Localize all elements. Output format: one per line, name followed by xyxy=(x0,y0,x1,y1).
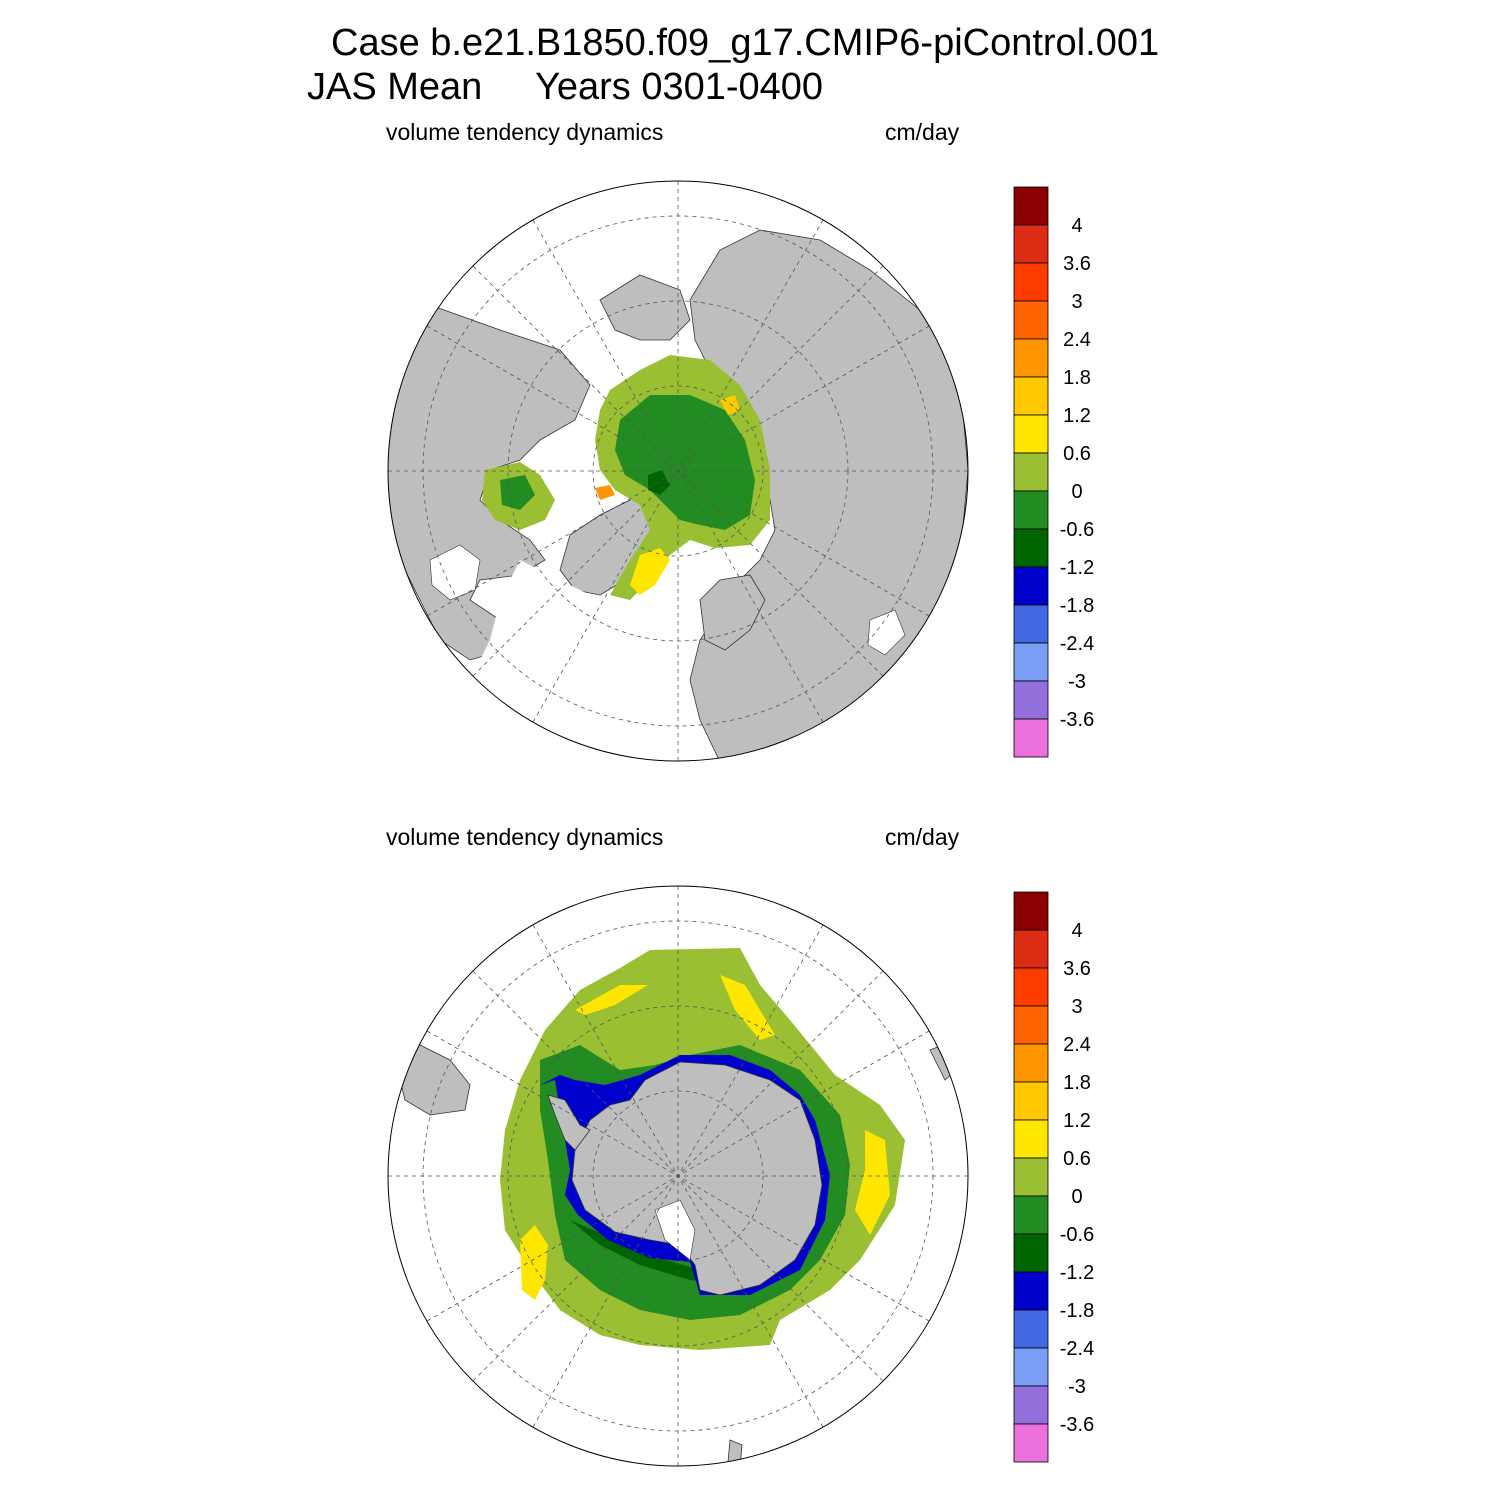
north-colorbar-box xyxy=(1013,414,1049,454)
southern-positive-north xyxy=(575,985,648,1015)
north-colorbar-label: 0 xyxy=(1071,481,1082,503)
south-colorbar-label: 3 xyxy=(1071,996,1082,1018)
north-colorbar-box xyxy=(1013,300,1049,340)
ross-ice-shelf xyxy=(654,1199,696,1261)
north-polar-map xyxy=(387,180,969,762)
arctic-ice-darkest xyxy=(648,470,670,495)
north-colorbar-box xyxy=(1013,566,1049,606)
north-colorbar-label: -0.6 xyxy=(1060,519,1094,541)
north-colorbar: 4 3.6 3 2.4 1.8 1.2 0.6 0 -0.6 -1.2 -1.8 -2.4 -3 -3.6 xyxy=(1013,186,1094,758)
north-colorbar-label: -3.6 xyxy=(1060,709,1094,731)
south-colorbar-label: 3.6 xyxy=(1063,958,1091,980)
scandinavia-land xyxy=(699,574,766,651)
north-colorbar-box xyxy=(1013,224,1049,264)
north-colorbar-label: 1.2 xyxy=(1063,405,1091,427)
north-colorbar-box xyxy=(1013,262,1049,302)
south-colorbar-box xyxy=(1013,1271,1049,1311)
north-colorbar-label: -1.8 xyxy=(1060,595,1094,617)
south-colorbar-box xyxy=(1013,1043,1049,1083)
north-colorbar-box xyxy=(1013,604,1049,644)
south-colorbar-label: 1.8 xyxy=(1063,1072,1091,1094)
north-colorbar-box xyxy=(1013,490,1049,530)
north-colorbar-box xyxy=(1013,642,1049,682)
north-colorbar-box xyxy=(1013,452,1049,492)
north-colorbar-label: 0.6 xyxy=(1063,443,1091,465)
south-colorbar-box xyxy=(1013,1423,1049,1463)
south-america-land xyxy=(394,1044,471,1116)
nares-positive xyxy=(595,485,615,500)
south-colorbar-box xyxy=(1013,1309,1049,1349)
south-colorbar-label: 2.4 xyxy=(1063,1034,1091,1056)
south-colorbar: 4 3.6 3 2.4 1.8 1.2 0.6 0 -0.6 -1.2 -1.8 -2.4 -3 -3.6 xyxy=(1013,891,1094,1463)
north-graticule xyxy=(388,181,968,761)
north-colorbar-label: 1.8 xyxy=(1063,367,1091,389)
season-label: JAS Mean xyxy=(307,66,483,108)
south-colorbar-box xyxy=(1013,1233,1049,1273)
south-colorbar-box xyxy=(1013,1005,1049,1045)
years-label: Years 0301-0400 xyxy=(535,66,824,108)
north-colorbar-box xyxy=(1013,718,1049,758)
north-colorbar-box xyxy=(1013,338,1049,378)
north-colorbar-box xyxy=(1013,680,1049,720)
southern-positive-west xyxy=(520,1225,548,1300)
south-colorbar-label: -1.8 xyxy=(1060,1300,1094,1322)
north-colorbar-box xyxy=(1013,186,1049,226)
hudson-bay xyxy=(429,544,481,601)
new-zealand-land xyxy=(727,1439,743,1466)
south-colorbar-box xyxy=(1013,1157,1049,1197)
north-colorbar-box xyxy=(1013,376,1049,416)
south-colorbar-label: 0 xyxy=(1071,1186,1082,1208)
north-colorbar-label: -3 xyxy=(1068,671,1086,693)
south-colorbar-label: -3 xyxy=(1068,1376,1086,1398)
north-atlantic-open xyxy=(470,560,690,761)
north-colorbar-label: 3.6 xyxy=(1063,253,1091,275)
south-colorbar-label: 4 xyxy=(1071,920,1082,942)
alaska-land xyxy=(599,274,691,341)
fram-strait-positive xyxy=(630,548,670,595)
arctic-ice-core xyxy=(615,395,755,530)
south-colorbar-box xyxy=(1013,929,1049,969)
south-units-label: cm/day xyxy=(885,824,960,850)
south-variable-label: volume tendency dynamics xyxy=(386,824,664,850)
north-colorbar-label: 3 xyxy=(1071,291,1082,313)
south-polar-map xyxy=(387,885,969,1467)
south-colorbar-label: -2.4 xyxy=(1060,1338,1094,1360)
south-map-frame xyxy=(387,885,969,1467)
north-map-frame xyxy=(387,180,969,762)
south-colorbar-label: -1.2 xyxy=(1060,1262,1094,1284)
southern-positive-east xyxy=(855,1130,890,1235)
antarctic-peninsula xyxy=(547,1094,591,1151)
south-colorbar-label: 1.2 xyxy=(1063,1110,1091,1132)
south-graticule xyxy=(388,886,968,1466)
north-variable-label: volume tendency dynamics xyxy=(386,119,664,145)
south-colorbar-label: -0.6 xyxy=(1060,1224,1094,1246)
south-colorbar-box xyxy=(1013,891,1049,931)
north-units-label: cm/day xyxy=(885,119,960,145)
south-colorbar-box xyxy=(1013,1119,1049,1159)
north-colorbar-label: -2.4 xyxy=(1060,633,1094,655)
south-colorbar-box xyxy=(1013,1347,1049,1387)
south-colorbar-box xyxy=(1013,1385,1049,1425)
north-colorbar-label: -1.2 xyxy=(1060,557,1094,579)
south-colorbar-box xyxy=(1013,967,1049,1007)
south-colorbar-label: -3.6 xyxy=(1060,1414,1094,1436)
southern-positive-ne xyxy=(720,975,775,1040)
south-colorbar-label: 0.6 xyxy=(1063,1148,1091,1170)
north-colorbar-label: 4 xyxy=(1071,215,1082,237)
north-colorbar-box xyxy=(1013,528,1049,568)
case-title: Case b.e21.B1850.f09_g17.CMIP6-piControl… xyxy=(331,22,1160,64)
south-colorbar-box xyxy=(1013,1081,1049,1121)
north-colorbar-label: 2.4 xyxy=(1063,329,1091,351)
south-colorbar-box xyxy=(1013,1195,1049,1235)
